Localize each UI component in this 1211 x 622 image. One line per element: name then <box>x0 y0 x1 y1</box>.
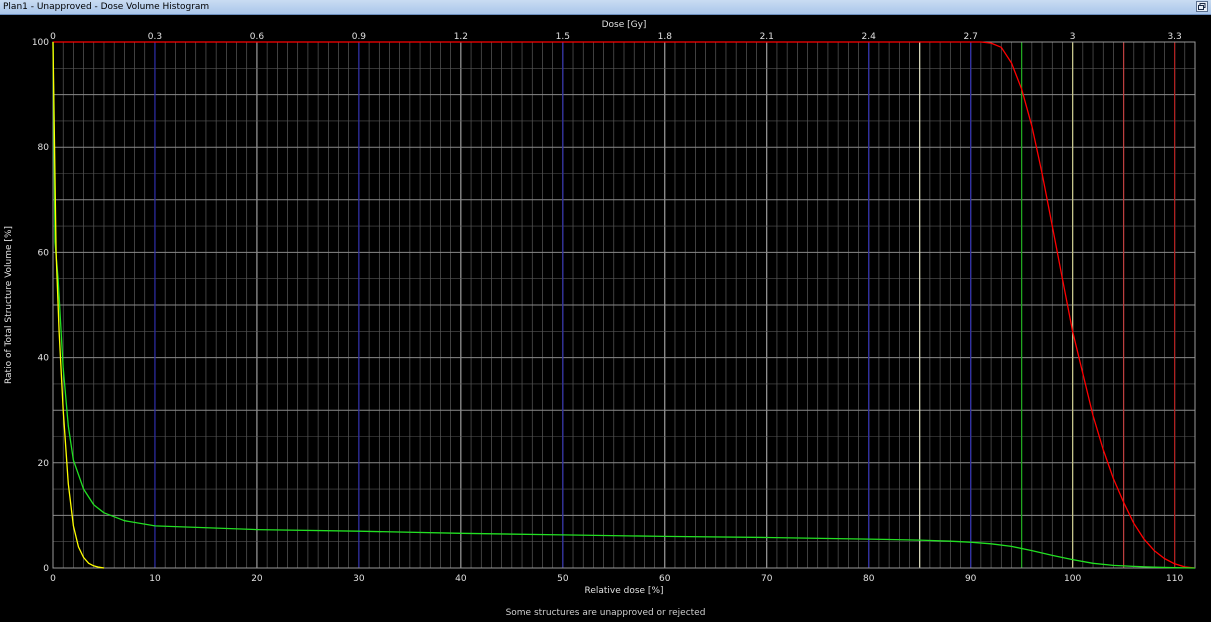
dvh-curve-3 <box>52 41 105 569</box>
x-tick-label: 110 <box>1166 574 1183 584</box>
x2-tick-label: 0.9 <box>352 32 367 42</box>
y-tick-label: 80 <box>38 143 50 153</box>
x2-tick-label: 0 <box>50 32 56 42</box>
x2-tick-label: 3 <box>1070 32 1076 42</box>
x-tick-label: 0 <box>50 574 56 584</box>
x2-axis-label: Dose [Gy] <box>602 20 647 30</box>
x-axis-label: Relative dose [%] <box>584 586 663 596</box>
x2-tick-label: 3.3 <box>1167 32 1181 42</box>
window-titlebar: Plan1 - Unapproved - Dose Volume Histogr… <box>0 0 1211 15</box>
y-tick-label: 20 <box>38 459 50 469</box>
y-tick-label: 0 <box>43 564 49 574</box>
x-tick-label: 100 <box>1064 574 1081 584</box>
x-tick-label: 90 <box>965 574 977 584</box>
x2-tick-label: 1.2 <box>454 32 468 42</box>
x-tick-label: 80 <box>863 574 875 584</box>
status-message: Some structures are unapproved or reject… <box>505 608 706 618</box>
dvh-curve-1 <box>53 41 1196 569</box>
x-tick-label: 70 <box>761 574 773 584</box>
x-tick-label: 30 <box>353 574 365 584</box>
x2-tick-label: 2.7 <box>964 32 978 42</box>
x-tick-label: 40 <box>455 574 467 584</box>
x2-tick-label: 2.1 <box>760 32 774 42</box>
x-tick-label: 60 <box>659 574 671 584</box>
x2-tick-label: 0.3 <box>148 32 162 42</box>
y-tick-label: 100 <box>32 38 49 48</box>
x-tick-label: 10 <box>149 574 161 584</box>
window-title: Plan1 - Unapproved - Dose Volume Histogr… <box>3 2 210 12</box>
y-tick-label: 40 <box>38 354 50 364</box>
y-axis-label: Ratio of Total Structure Volume [%] <box>4 226 14 384</box>
x2-tick-label: 1.5 <box>556 32 570 42</box>
restore-window-button[interactable] <box>1196 1 1208 12</box>
x-tick-label: 50 <box>557 574 569 584</box>
x-tick-label: 20 <box>251 574 263 584</box>
x2-tick-label: 1.8 <box>658 32 673 42</box>
x2-tick-label: 0.6 <box>250 32 265 42</box>
x2-tick-label: 2.4 <box>862 32 877 42</box>
dvh-curve-2 <box>52 41 1196 569</box>
restore-window-icon <box>1198 3 1206 10</box>
y-tick-label: 60 <box>38 248 50 258</box>
